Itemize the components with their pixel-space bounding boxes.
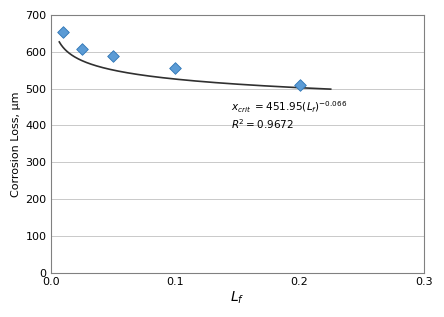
Point xyxy=(171,65,178,70)
Point xyxy=(59,29,67,34)
Y-axis label: Corrosion Loss, μm: Corrosion Loss, μm xyxy=(11,91,21,197)
Point xyxy=(78,47,85,52)
Text: $x_{crit}\ =451.95(L_f)^{-0.066}$
$R^2=0.9672$: $x_{crit}\ =451.95(L_f)^{-0.066}$ $R^2=0… xyxy=(231,100,347,131)
Point xyxy=(296,82,303,87)
Point xyxy=(109,53,116,58)
X-axis label: $L_f$: $L_f$ xyxy=(230,289,245,306)
